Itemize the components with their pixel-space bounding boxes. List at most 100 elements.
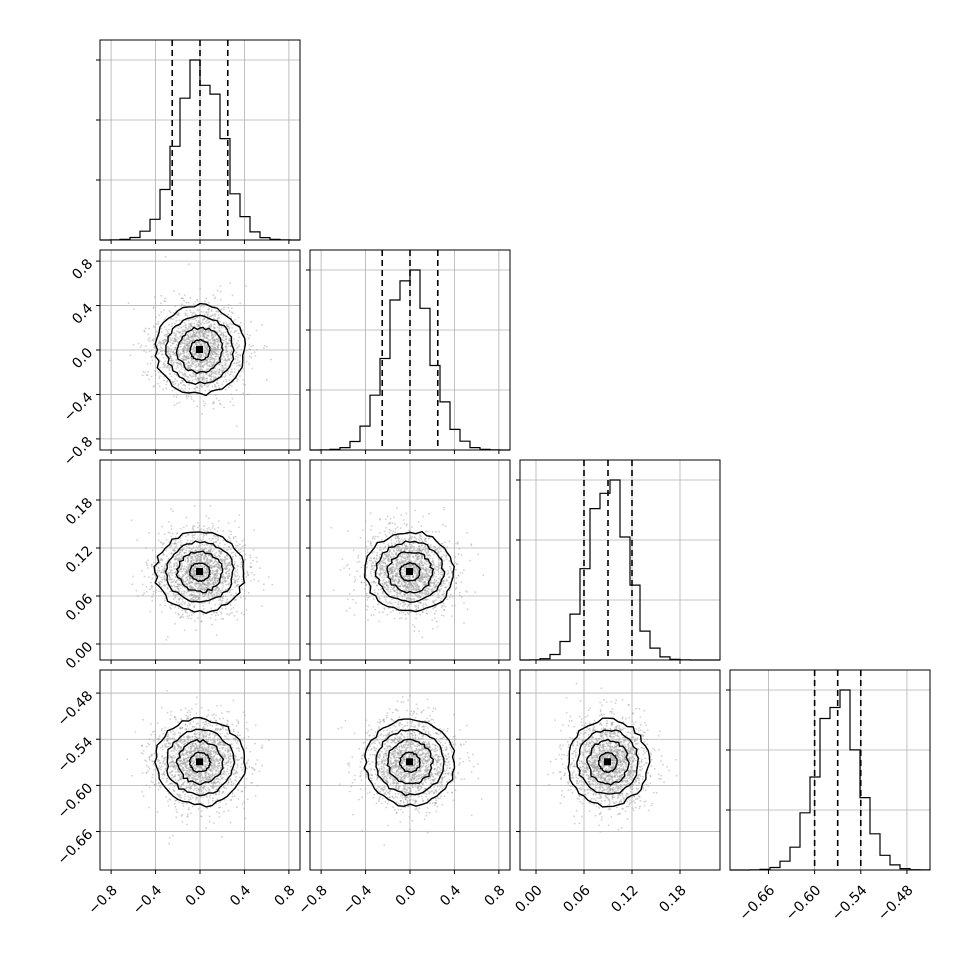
scatter-point bbox=[347, 530, 349, 532]
scatter-point bbox=[184, 344, 187, 347]
scatter-point bbox=[415, 557, 417, 560]
scatter-point bbox=[200, 383, 202, 385]
scatter-point bbox=[445, 558, 448, 561]
scatter-point bbox=[182, 579, 184, 581]
scatter-point bbox=[185, 566, 188, 568]
scatter-point bbox=[190, 572, 193, 575]
scatter-point bbox=[164, 340, 167, 343]
scatter-point bbox=[398, 580, 401, 583]
scatter-point bbox=[169, 562, 172, 564]
scatter-point bbox=[197, 325, 200, 328]
scatter-point bbox=[173, 334, 176, 337]
scatter-point bbox=[215, 540, 218, 543]
scatter-point bbox=[200, 368, 202, 370]
scatter-point bbox=[174, 546, 177, 548]
scatter-point bbox=[184, 587, 186, 589]
scatter-point bbox=[389, 560, 391, 563]
scatter-point bbox=[206, 334, 209, 337]
scatter-point bbox=[208, 549, 210, 551]
scatter-point bbox=[415, 567, 418, 570]
scatter-point bbox=[151, 596, 154, 598]
scatter-point bbox=[205, 571, 208, 574]
scatter-point bbox=[213, 362, 215, 364]
scatter-point bbox=[346, 563, 349, 566]
scatter-point bbox=[233, 362, 236, 365]
scatter-point bbox=[196, 405, 199, 408]
scatter-point bbox=[203, 534, 205, 537]
scatter-point bbox=[389, 571, 392, 574]
scatter-point bbox=[192, 595, 195, 598]
scatter-point bbox=[200, 553, 202, 556]
scatter-point bbox=[415, 594, 418, 597]
scatter-point bbox=[420, 555, 423, 558]
scatter-point bbox=[199, 553, 202, 556]
scatter-point bbox=[180, 615, 183, 618]
scatter-point bbox=[399, 592, 402, 594]
scatter-point bbox=[404, 559, 407, 562]
scatter-point bbox=[188, 383, 190, 386]
scatter-point bbox=[205, 569, 208, 572]
scatter-point bbox=[176, 583, 179, 585]
scatter-point bbox=[415, 613, 418, 616]
scatter-point bbox=[263, 347, 265, 349]
scatter-point bbox=[188, 563, 191, 566]
scatter-point bbox=[203, 344, 206, 347]
scatter-point bbox=[408, 543, 411, 545]
scatter-point bbox=[221, 599, 224, 602]
scatter-point bbox=[443, 508, 446, 511]
scatter-point bbox=[204, 562, 206, 564]
scatter-point bbox=[211, 565, 214, 568]
scatter-point bbox=[204, 586, 207, 589]
scatter-point bbox=[239, 302, 242, 305]
scatter-point bbox=[179, 579, 182, 582]
scatter-point bbox=[188, 380, 191, 382]
scatter-point bbox=[395, 554, 398, 557]
scatter-point bbox=[201, 361, 204, 364]
scatter-point bbox=[399, 562, 401, 565]
scatter-point bbox=[180, 577, 183, 579]
scatter-point bbox=[183, 349, 186, 351]
scatter-point bbox=[363, 587, 366, 590]
scatter-point bbox=[404, 572, 406, 575]
scatter-point bbox=[206, 584, 209, 587]
scatter-point bbox=[215, 572, 218, 574]
scatter-point bbox=[438, 589, 441, 591]
scatter-point bbox=[423, 576, 425, 579]
scatter-point bbox=[403, 584, 406, 587]
scatter-point bbox=[206, 331, 209, 333]
scatter-point bbox=[177, 351, 180, 353]
scatter-point bbox=[405, 617, 407, 620]
scatter-point bbox=[192, 571, 195, 574]
scatter-point bbox=[386, 596, 388, 599]
scatter-point bbox=[422, 548, 425, 551]
scatter-point bbox=[412, 564, 414, 566]
scatter-point bbox=[194, 333, 196, 336]
scatter-point bbox=[192, 330, 195, 333]
scatter-point bbox=[195, 596, 198, 599]
scatter-point bbox=[420, 601, 422, 604]
scatter-point bbox=[387, 585, 389, 587]
scatter-point bbox=[191, 596, 194, 599]
scatter-point bbox=[398, 546, 401, 548]
scatter-point bbox=[174, 536, 177, 539]
scatter-point bbox=[363, 581, 366, 584]
scatter-point bbox=[198, 379, 200, 382]
scatter-point bbox=[415, 608, 418, 611]
scatter-point bbox=[210, 592, 213, 594]
scatter-point bbox=[192, 567, 195, 570]
scatter-point bbox=[188, 325, 190, 328]
scatter-point bbox=[206, 362, 209, 364]
scatter-point bbox=[370, 559, 373, 562]
scatter-point bbox=[199, 356, 202, 358]
scatter-point bbox=[393, 589, 395, 592]
scatter-point bbox=[195, 353, 197, 356]
scatter-point bbox=[212, 581, 215, 584]
scatter-point bbox=[389, 575, 391, 578]
scatter-point bbox=[211, 569, 214, 572]
scatter-point bbox=[225, 345, 227, 347]
scatter-point bbox=[177, 565, 180, 568]
scatter-point bbox=[187, 347, 190, 349]
scatter-point bbox=[203, 574, 205, 576]
scatter-point bbox=[271, 583, 274, 586]
scatter-point bbox=[184, 324, 187, 327]
